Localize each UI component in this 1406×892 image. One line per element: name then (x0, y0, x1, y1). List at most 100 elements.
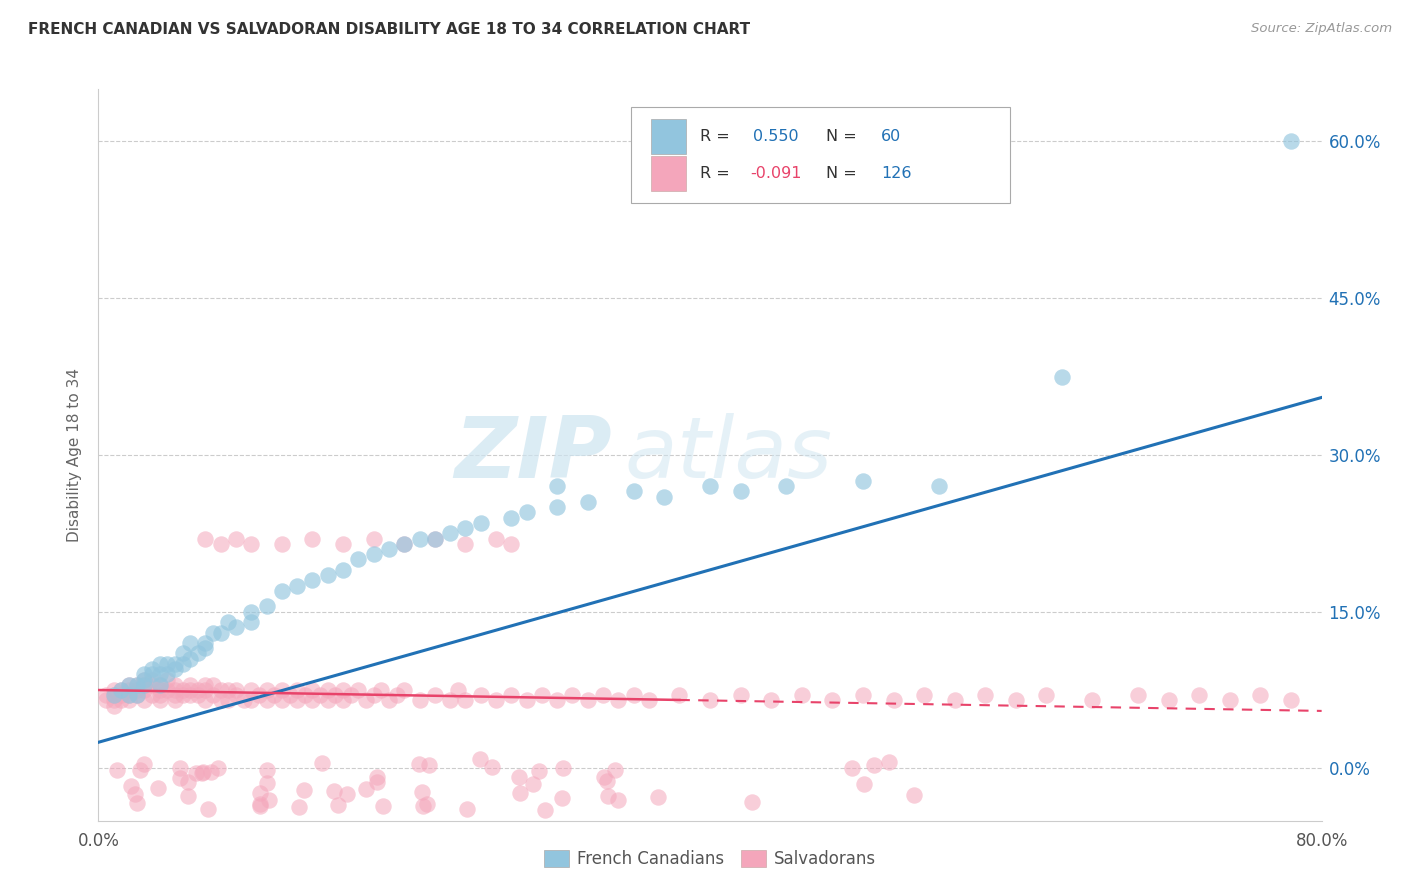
Point (240, 693, 263, 707)
Point (943, 693, 966, 707)
Point (256, 776, 278, 790)
Text: N =: N = (827, 166, 862, 181)
Point (883, 693, 905, 707)
Point (118, 683, 141, 698)
Point (423, 532, 446, 546)
Point (149, 688, 172, 702)
Point (370, 683, 392, 698)
Point (1081, 693, 1104, 707)
Point (322, 784, 344, 798)
Point (877, 755, 900, 769)
Point (177, 774, 200, 789)
Point (759, 693, 782, 707)
Point (561, 688, 583, 702)
Point (194, 678, 217, 692)
Point (546, 500, 568, 515)
Point (325, 688, 347, 702)
Point (741, 795, 763, 809)
Text: ZIP: ZIP (454, 413, 612, 497)
Point (141, 667, 163, 681)
Point (259, 793, 281, 807)
Point (134, 673, 156, 687)
Point (363, 688, 385, 702)
Point (149, 678, 172, 692)
Point (149, 667, 172, 681)
Point (249, 799, 271, 814)
Point (194, 641, 217, 656)
Point (249, 786, 271, 800)
Point (454, 693, 477, 707)
Point (593, 770, 616, 784)
Point (285, 693, 308, 707)
Point (270, 693, 292, 707)
Point (129, 764, 152, 778)
Point (328, 797, 350, 812)
Point (408, 532, 430, 546)
Point (332, 563, 354, 577)
Point (347, 552, 370, 566)
Point (103, 693, 125, 707)
Point (412, 799, 434, 814)
Point (194, 693, 217, 707)
Text: 126: 126 (882, 166, 911, 181)
Point (125, 688, 148, 702)
Point (447, 683, 470, 698)
Point (217, 683, 239, 698)
Text: Source: ZipAtlas.com: Source: ZipAtlas.com (1251, 22, 1392, 36)
Point (110, 688, 132, 702)
Point (730, 688, 752, 702)
Point (149, 678, 172, 692)
Point (385, 688, 408, 702)
Point (332, 537, 354, 551)
Point (1188, 688, 1211, 702)
Point (163, 693, 186, 707)
Point (149, 693, 172, 707)
Point (775, 479, 797, 493)
Point (110, 683, 132, 698)
Point (209, 693, 232, 707)
Point (240, 683, 263, 698)
Point (730, 484, 752, 499)
Point (530, 688, 553, 702)
Bar (651, 120, 686, 154)
Point (623, 484, 645, 499)
Point (534, 803, 557, 817)
Point (187, 688, 209, 702)
Point (485, 532, 508, 546)
Point (623, 688, 645, 702)
Point (256, 599, 278, 614)
Point (184, 766, 207, 780)
FancyBboxPatch shape (630, 108, 1010, 202)
Point (332, 683, 354, 698)
Point (278, 688, 301, 702)
Point (163, 678, 186, 692)
Point (285, 578, 308, 592)
Point (294, 688, 316, 702)
Point (316, 693, 339, 707)
Point (202, 625, 225, 640)
Point (481, 760, 503, 774)
Point (105, 763, 128, 777)
Point (288, 800, 311, 814)
Point (456, 802, 478, 816)
Point (363, 547, 385, 561)
Point (468, 751, 491, 765)
Point (270, 537, 292, 551)
Point (546, 479, 568, 493)
Point (187, 647, 209, 661)
Point (163, 657, 186, 671)
Point (339, 688, 361, 702)
Point (217, 615, 239, 629)
Point (316, 683, 339, 698)
Point (146, 780, 169, 795)
Point (141, 688, 163, 702)
Point (974, 688, 997, 702)
Point (141, 678, 163, 692)
Point (225, 688, 247, 702)
Point (501, 537, 523, 551)
Point (546, 693, 568, 707)
Point (790, 688, 813, 702)
Point (103, 688, 125, 702)
Point (132, 756, 155, 771)
Point (156, 657, 179, 671)
